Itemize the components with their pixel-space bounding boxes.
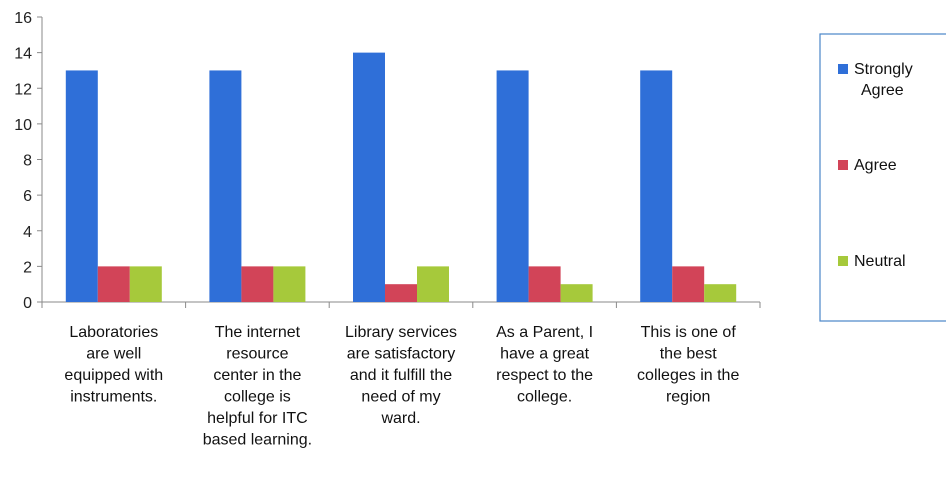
x-category-label: Library services are satisfactory and it f… — [345, 324, 457, 427]
legend-box — [819, 33, 946, 322]
legend-label-2: Agree — [854, 157, 897, 174]
bar-4-series-2 — [528, 266, 561, 302]
x-category-label-line: The internet — [215, 324, 301, 341]
y-tick-label: 0 — [23, 295, 32, 312]
y-tick-label: 12 — [14, 81, 32, 98]
x-category-label-line: the best — [660, 346, 717, 363]
x-category-label-line: Laboratories — [69, 324, 158, 341]
y-tick-label: 10 — [14, 117, 32, 134]
category-labels: Laboratories are well equipped with instrum… — [64, 324, 739, 449]
legend-label-line: Neutral — [854, 253, 906, 270]
bar-2-series-2 — [241, 266, 274, 302]
legend-label-line: Agree — [854, 157, 897, 174]
x-category-label: The internet resource center in the college… — [203, 324, 312, 449]
y-tick-label: 2 — [23, 259, 32, 276]
x-category-label-line: region — [666, 389, 710, 406]
x-category-label-line: are satisfactory — [347, 346, 455, 363]
bars — [65, 52, 737, 302]
bar-3-series-3 — [417, 266, 449, 302]
x-category-label-line: ward. — [380, 410, 420, 427]
x-category-label-line: based learning. — [203, 432, 312, 449]
y-tick-label: 8 — [23, 153, 32, 170]
x-category-label: This is one of the best colleges in the reg… — [637, 324, 739, 406]
x-category-label-line: Library services — [345, 324, 457, 341]
bar-5-series-2 — [672, 266, 705, 302]
x-category-label-line: As a Parent, I — [496, 324, 593, 341]
legend-label-line: Agree — [861, 82, 904, 99]
bar-1-series-3 — [129, 266, 162, 302]
x-category-label-line: have a great — [500, 346, 590, 363]
bar-4-series-3 — [560, 284, 593, 302]
bar-1-series-1 — [65, 70, 98, 302]
x-category-label-line: instruments. — [70, 389, 157, 406]
bar-5-series-3 — [704, 284, 737, 302]
y-tick-label: 14 — [14, 46, 32, 63]
legend-swatch-1 — [838, 64, 848, 74]
bar-2-series-1 — [209, 70, 242, 302]
legend-label-line: Strongly — [854, 61, 913, 78]
x-category-label-line: college. — [517, 389, 572, 406]
legend-label-1: Strongly Agree — [854, 61, 913, 99]
x-category-label-line: This is one of — [641, 324, 737, 341]
x-category-label: Laboratories are well equipped with instrum… — [64, 324, 163, 406]
x-category-label-line: helpful for ITC — [207, 410, 307, 427]
bar-4-series-1 — [496, 70, 529, 302]
legend-label-3: Neutral — [854, 253, 906, 270]
y-tick-label: 4 — [23, 224, 32, 241]
x-category-label-line: resource — [226, 346, 288, 363]
legend: Strongly Agree Agree Neutral — [819, 33, 946, 322]
x-category-label-line: colleges in the — [637, 367, 739, 384]
bar-2-series-3 — [273, 266, 306, 302]
bar-3-series-1 — [353, 52, 385, 302]
x-category-label-line: center in the — [213, 367, 301, 384]
x-category-label: As a Parent, I have a great respect to the… — [496, 324, 593, 406]
bar-3-series-2 — [385, 284, 417, 302]
bar-1-series-2 — [97, 266, 130, 302]
x-category-label-line: college is — [224, 389, 291, 406]
x-category-label-line: respect to the — [496, 367, 593, 384]
x-category-label-line: equipped with — [64, 367, 163, 384]
x-category-label-line: need of my — [361, 389, 440, 406]
y-tick-label: 6 — [23, 188, 32, 205]
legend-swatch-3 — [838, 256, 848, 266]
y-tick-label: 16 — [14, 10, 32, 27]
bar-5-series-1 — [640, 70, 673, 302]
x-category-label-line: and it fulfill the — [350, 367, 452, 384]
legend-swatch-2 — [838, 160, 848, 170]
x-category-label-line: are well — [86, 346, 141, 363]
